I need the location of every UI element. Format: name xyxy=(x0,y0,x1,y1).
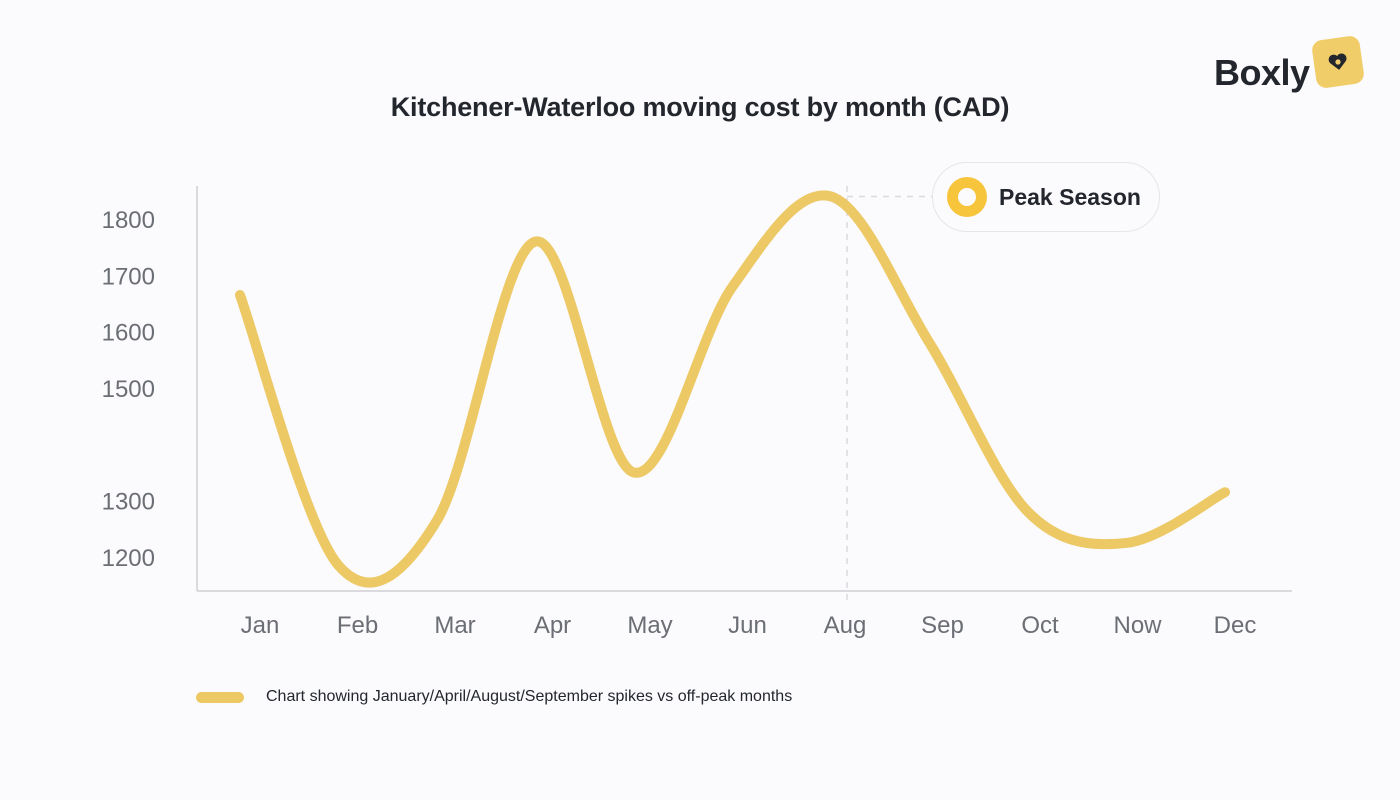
x-tick-label: Now xyxy=(1113,612,1162,639)
legend-label: Chart showing January/April/August/Septe… xyxy=(266,688,793,705)
x-tick-label: Aug xyxy=(824,612,867,639)
x-tick-label: Feb xyxy=(337,612,378,639)
x-tick-label: Oct xyxy=(1021,612,1059,639)
peak-marker-icon xyxy=(947,177,987,217)
callout-label: Peak Season xyxy=(999,183,1141,210)
x-tick-label: May xyxy=(627,612,672,639)
x-tick-label: Sep xyxy=(921,612,964,639)
y-tick-label: 1500 xyxy=(102,376,155,403)
heart-tag-icon xyxy=(1310,34,1365,90)
y-tick-label: 1600 xyxy=(102,320,155,347)
legend-swatch xyxy=(196,691,244,703)
x-tick-label: Jun xyxy=(728,612,767,639)
y-tick-label: 1700 xyxy=(102,263,155,290)
x-tick-label: Jan xyxy=(241,612,280,639)
peak-season-callout: Peak Season xyxy=(932,162,1160,232)
y-tick-label: 1200 xyxy=(102,545,155,572)
x-tick-label: Dec xyxy=(1214,612,1257,639)
series-line xyxy=(235,190,1230,588)
chart-title: Kitchener-Waterloo moving cost by month … xyxy=(390,92,1010,122)
y-tick-label: 1300 xyxy=(102,489,155,516)
brand-name: Boxly xyxy=(1214,52,1310,93)
brand-logo: Boxly xyxy=(1214,34,1365,94)
legend: Chart showing January/April/August/Septe… xyxy=(196,688,792,706)
x-tick-label: Apr xyxy=(534,612,571,639)
y-tick-label: 1800 xyxy=(102,207,155,234)
x-tick-label: Mar xyxy=(434,612,475,639)
